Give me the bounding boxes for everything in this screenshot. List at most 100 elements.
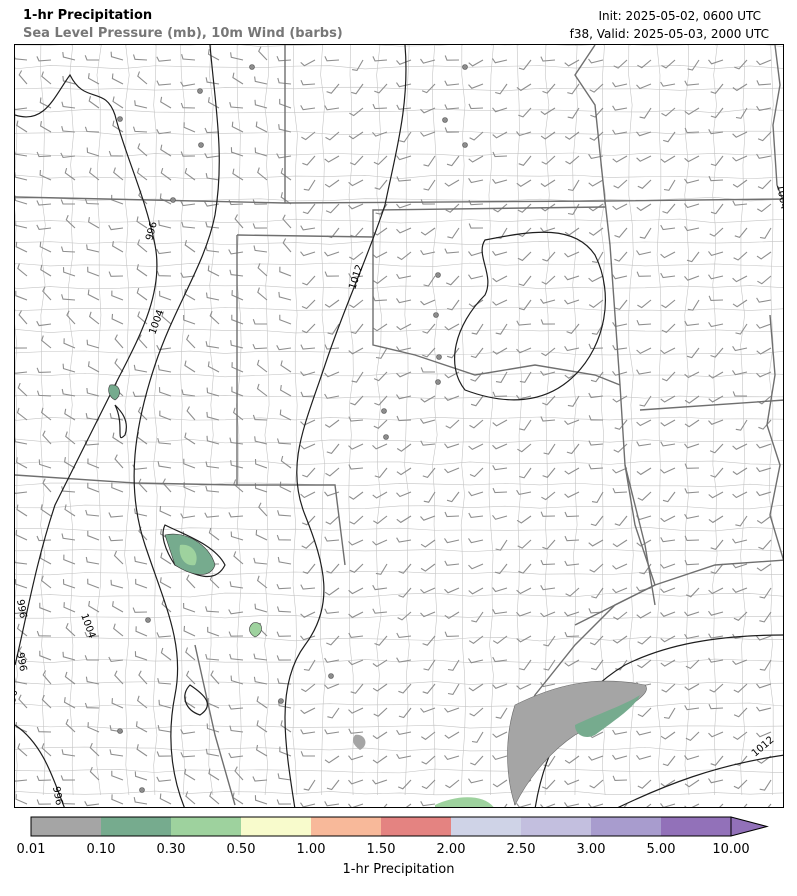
wind-barb xyxy=(420,611,436,618)
wind-barb xyxy=(257,263,268,277)
colorbar-tick-label: 2.00 xyxy=(436,842,466,857)
wind-barb xyxy=(181,54,196,61)
wind-barb xyxy=(231,314,244,325)
wind-barb xyxy=(612,775,628,781)
colorbar-label: 1-hr Precipitation xyxy=(342,862,455,877)
wind-barb xyxy=(684,755,700,761)
wind-barb xyxy=(205,461,220,469)
wind-barb xyxy=(518,299,532,311)
wind-barb xyxy=(710,539,724,551)
wind-barb xyxy=(756,347,772,355)
wind-barb xyxy=(231,121,244,133)
wind-barb xyxy=(589,779,604,789)
wind-barb xyxy=(684,803,700,807)
wind-barb xyxy=(87,289,100,301)
wind-barb xyxy=(469,707,484,717)
slp-contour-1012-se xyxy=(617,754,783,807)
wind-barb xyxy=(62,651,76,661)
wind-barb xyxy=(41,71,52,85)
wind-barb xyxy=(62,363,76,373)
wind-barb xyxy=(516,394,532,400)
wind-barb xyxy=(157,724,172,733)
wind-barb xyxy=(324,56,340,62)
county-line xyxy=(15,438,783,444)
wind-barb xyxy=(233,551,244,565)
wind-barb xyxy=(108,150,124,157)
wind-barb xyxy=(444,587,460,594)
wind-barb xyxy=(254,436,268,445)
wind-barb xyxy=(255,744,268,757)
wind-barb xyxy=(504,803,508,807)
wind-barb xyxy=(396,753,412,760)
wind-barb xyxy=(113,167,124,181)
wind-barb xyxy=(708,703,724,710)
wind-barb xyxy=(396,203,412,209)
wind-barb xyxy=(61,101,76,109)
wind-barb xyxy=(111,290,124,301)
precip-areas xyxy=(108,384,647,807)
wind-barb xyxy=(258,46,268,61)
wind-barb xyxy=(300,611,316,618)
wind-barb xyxy=(301,131,316,141)
wind-barb xyxy=(756,515,772,524)
wind-barb xyxy=(16,407,28,421)
wind-barb xyxy=(372,103,388,110)
wind-barb xyxy=(88,311,100,325)
precip-shading xyxy=(249,622,262,638)
wind-barb xyxy=(61,294,76,301)
wind-barb xyxy=(348,539,364,546)
wind-barb xyxy=(447,683,460,696)
wind-barb xyxy=(636,271,652,277)
wind-barb xyxy=(63,457,76,469)
wind-barb xyxy=(302,155,316,166)
wind-barb xyxy=(636,369,652,375)
wind-barb xyxy=(398,683,412,694)
wind-barb xyxy=(303,779,316,791)
wind-barb xyxy=(494,563,508,575)
wind-barb xyxy=(468,103,484,110)
wind-barb xyxy=(542,467,556,478)
state-border-line xyxy=(772,45,783,202)
wind-barb xyxy=(589,563,604,573)
wind-barb xyxy=(279,314,292,325)
wind-barb xyxy=(85,412,100,421)
wind-barb xyxy=(646,803,652,807)
wind-barb xyxy=(300,419,316,426)
precip-shading xyxy=(507,680,647,806)
county-line xyxy=(628,45,634,796)
wind-barb xyxy=(732,179,748,188)
county-line xyxy=(152,45,158,796)
wind-barb xyxy=(732,370,748,376)
wind-barb xyxy=(229,725,244,733)
county-line xyxy=(768,45,774,796)
wind-barb xyxy=(662,203,676,214)
county-line xyxy=(180,45,186,796)
wind-barb xyxy=(567,107,580,119)
wind-barb xyxy=(519,419,532,431)
wind-barb xyxy=(757,203,772,213)
wind-barb xyxy=(84,702,100,709)
wind-barb xyxy=(15,290,28,301)
wind-barb xyxy=(516,489,532,496)
wind-barb xyxy=(88,167,100,181)
wind-barb xyxy=(372,539,388,546)
wind-barb xyxy=(757,131,772,142)
wind-barb xyxy=(684,395,700,404)
state-border-line xyxy=(15,196,783,204)
wind-barb xyxy=(615,659,628,671)
wind-barb xyxy=(732,538,748,544)
wind-barb xyxy=(564,227,580,236)
wind-barb xyxy=(36,726,52,733)
wind-barb xyxy=(709,227,724,237)
wind-barb xyxy=(735,323,748,335)
wind-barb xyxy=(492,347,508,355)
wind-barb xyxy=(396,394,412,400)
wind-barb xyxy=(86,387,100,397)
wind-barb xyxy=(324,657,340,663)
wind-barb xyxy=(396,82,412,88)
wind-barb xyxy=(660,272,676,279)
wind-barb xyxy=(732,391,747,397)
wind-barb xyxy=(564,631,580,638)
wind-barb xyxy=(135,578,148,589)
wind-barb xyxy=(710,203,724,215)
